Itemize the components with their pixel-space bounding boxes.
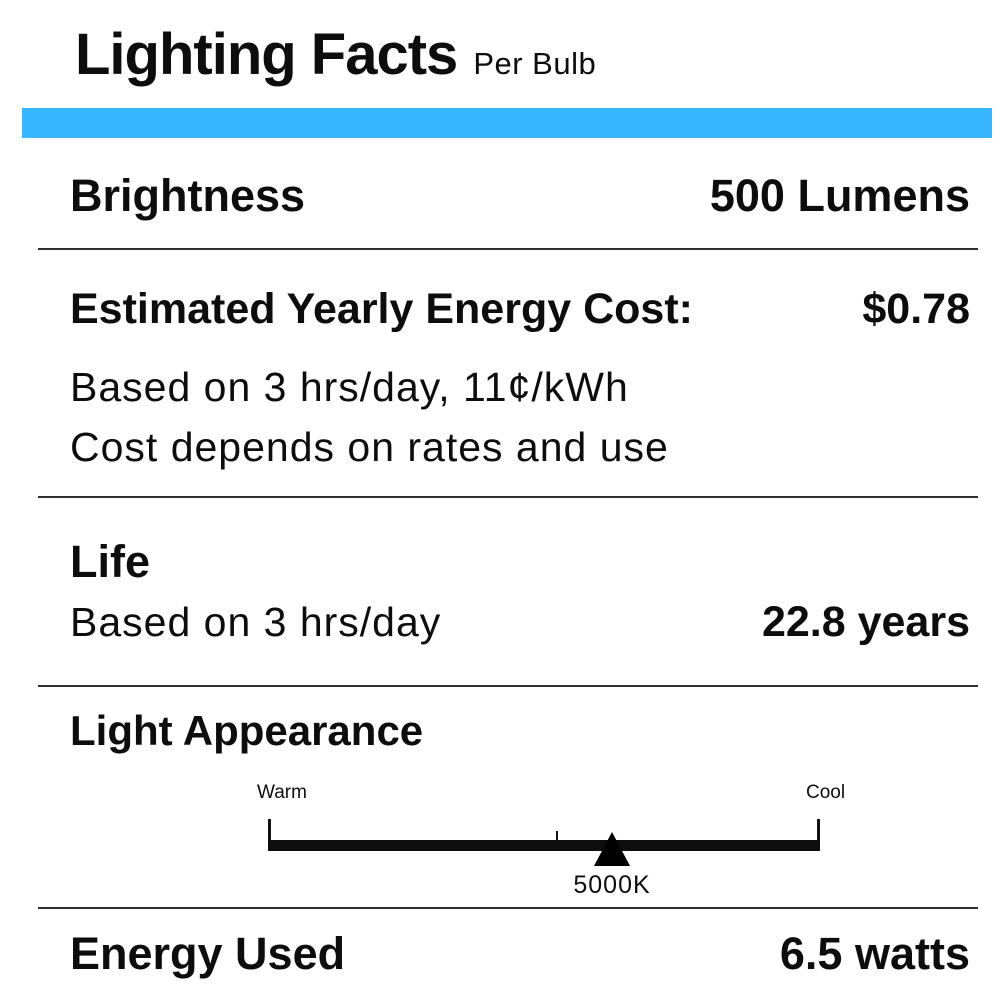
energy-cost-section: Estimated Yearly Energy Cost: $0.78 Base… [0, 249, 1000, 497]
life-section: Life Based on 3 hrs/day 22.8 years [0, 497, 1000, 686]
energy-cost-label: Estimated Yearly Energy Cost: [70, 285, 693, 333]
energy-cost-note-line2: Cost depends on rates and use [70, 423, 669, 470]
scale-cool-label: Cool [806, 782, 846, 803]
divider [38, 248, 978, 250]
divider [38, 496, 978, 498]
temperature-scale-bar [268, 840, 820, 851]
life-label: Life [70, 536, 151, 587]
scale-warm-label: Warm [257, 782, 307, 803]
accent-bar [22, 108, 992, 138]
header: Lighting Facts Per Bulb [0, 0, 1000, 108]
life-note: Based on 3 hrs/day [70, 599, 442, 645]
brightness-value: 500 Lumens [709, 170, 970, 221]
energy-used-label: Energy Used [70, 928, 346, 979]
kelvin-value: 5000K [573, 871, 651, 899]
life-value: 22.8 years [761, 598, 970, 646]
brightness-label: Brightness [70, 170, 306, 221]
brightness-section: Brightness 500 Lumens [0, 138, 1000, 249]
energy-cost-value: $0.78 [862, 285, 970, 333]
page-title: Lighting Facts [75, 22, 458, 87]
energy-used-section: Energy Used 6.5 watts [0, 908, 1000, 1000]
scale-right-tick [817, 819, 820, 840]
divider [38, 907, 978, 909]
light-appearance-section: Light Appearance Warm Cool 5000K [0, 686, 1000, 908]
per-bulb-subtitle: Per Bulb [473, 46, 597, 81]
energy-cost-note-line1: Based on 3 hrs/day, 11¢/kWh [70, 364, 629, 411]
temperature-marker-icon [594, 832, 630, 866]
energy-cost-row: Estimated Yearly Energy Cost: $0.78 [0, 285, 1000, 334]
scale-mid-tick [556, 831, 558, 841]
energy-cost-notes: Based on 3 hrs/day, 11¢/kWh Cost depends… [0, 358, 1000, 477]
scale-left-tick [268, 819, 271, 840]
life-row: Based on 3 hrs/day 22.8 years [0, 593, 1000, 652]
light-appearance-label: Light Appearance [70, 707, 424, 754]
divider [38, 685, 978, 687]
energy-used-value: 6.5 watts [779, 928, 970, 979]
